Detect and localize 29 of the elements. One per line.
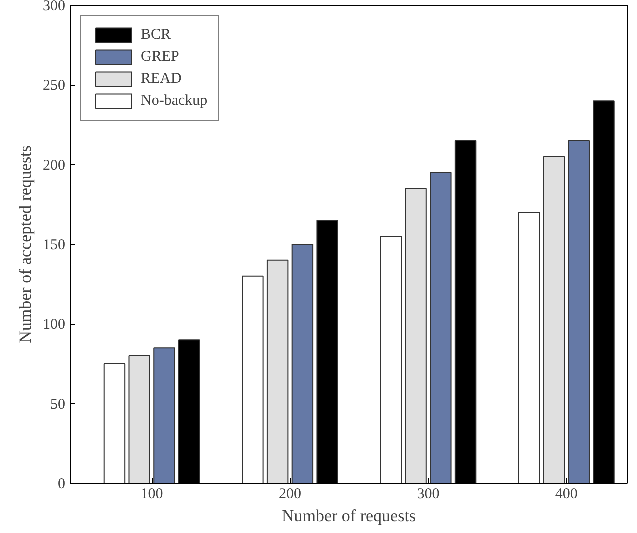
- bar: [128, 356, 150, 484]
- x-axis-title: Number of requests: [282, 506, 416, 526]
- y-tick-label: 250: [43, 78, 66, 94]
- y-tick-label: 300: [43, 0, 66, 14]
- bar: [154, 348, 176, 484]
- bar: [518, 212, 540, 484]
- legend-label: READ: [141, 70, 182, 88]
- x-tick-label: 100: [140, 486, 164, 502]
- legend-label: BCR: [141, 26, 172, 44]
- legend-label: No-backup: [141, 92, 208, 110]
- bar: [430, 172, 452, 484]
- y-tick-label: 50: [50, 396, 66, 413]
- x-tick-label: 300: [417, 486, 440, 502]
- bar: [104, 364, 126, 484]
- bar: [380, 236, 402, 484]
- legend-label: GREP: [141, 48, 180, 66]
- y-tick-label: 100: [43, 317, 66, 334]
- y-axis-title: Number of accepted requests: [16, 146, 35, 344]
- bar: [292, 244, 314, 484]
- bar: [543, 156, 566, 484]
- y-tick-label: 0: [58, 476, 66, 492]
- bar: [568, 140, 590, 484]
- bar: [242, 276, 264, 484]
- bar: [266, 260, 289, 484]
- x-tick-label: 400: [555, 486, 578, 502]
- y-tick-label: 150: [43, 238, 66, 254]
- bar: [405, 188, 427, 484]
- x-tick-label: 200: [279, 486, 302, 502]
- y-tick-label: 200: [43, 158, 66, 174]
